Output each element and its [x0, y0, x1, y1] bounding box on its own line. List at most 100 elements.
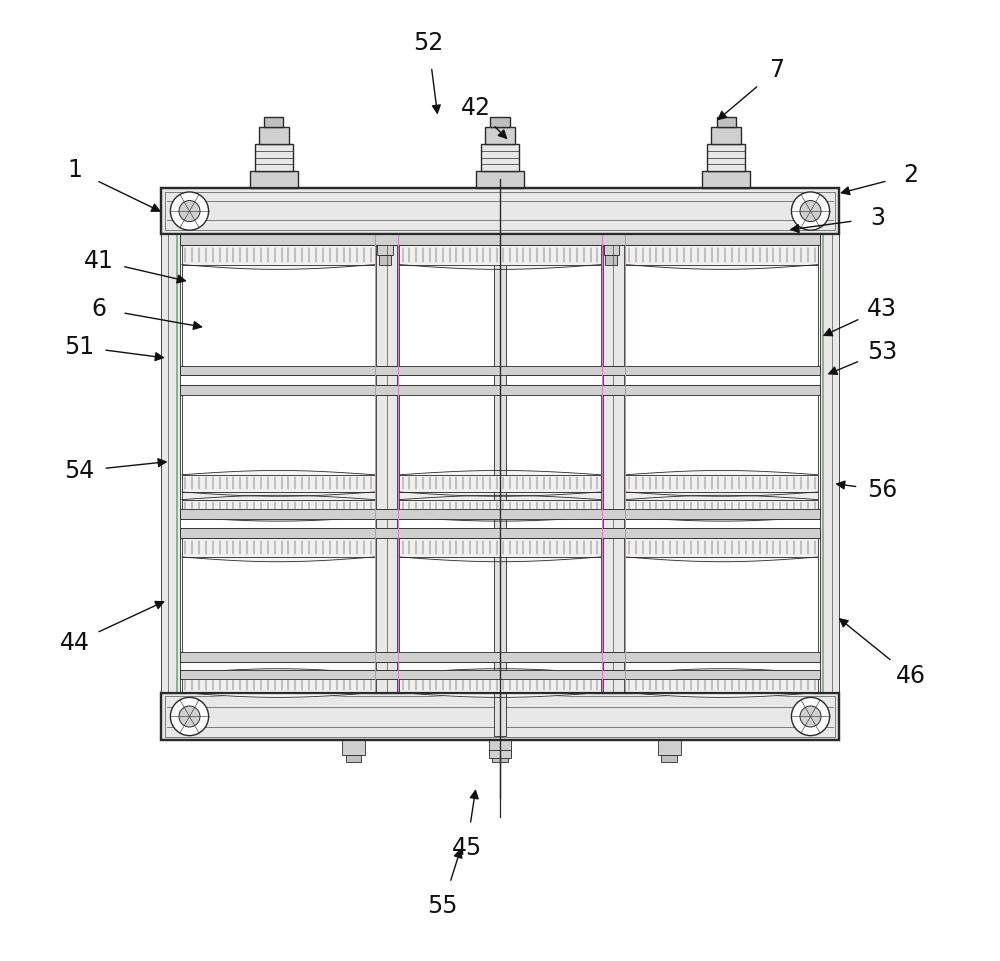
Text: 52: 52	[413, 31, 443, 55]
Text: 44: 44	[60, 631, 90, 655]
Bar	[489, 740, 511, 754]
Bar	[711, 127, 741, 144]
Bar	[180, 234, 820, 245]
Bar	[399, 538, 601, 557]
Bar	[180, 385, 820, 395]
Bar	[399, 492, 601, 500]
Text: 1: 1	[67, 158, 82, 182]
Circle shape	[179, 201, 200, 222]
Bar	[180, 509, 820, 519]
Bar	[625, 538, 818, 557]
Bar	[180, 653, 820, 662]
Bar	[182, 677, 375, 693]
Bar	[625, 674, 818, 693]
Circle shape	[800, 201, 821, 222]
Bar	[476, 171, 524, 188]
Bar	[625, 677, 818, 693]
Bar	[180, 234, 820, 245]
Bar	[250, 171, 298, 188]
Bar	[161, 693, 839, 740]
Bar	[161, 188, 839, 234]
Circle shape	[800, 706, 821, 727]
Text: 3: 3	[870, 206, 885, 230]
Text: 46: 46	[896, 664, 926, 688]
Bar	[180, 529, 820, 538]
Circle shape	[791, 192, 830, 231]
Bar	[717, 117, 736, 127]
Bar	[182, 674, 375, 693]
Bar	[658, 740, 681, 754]
Bar	[180, 366, 820, 376]
Bar	[399, 538, 601, 662]
Bar	[605, 255, 617, 264]
Bar	[161, 234, 180, 693]
Bar	[494, 238, 506, 735]
Bar	[376, 234, 397, 693]
Bar	[182, 500, 375, 517]
Bar	[820, 234, 839, 693]
Bar	[399, 674, 601, 693]
Text: 41: 41	[84, 249, 114, 273]
Bar	[625, 475, 818, 492]
Text: 55: 55	[427, 894, 458, 918]
Circle shape	[179, 706, 200, 727]
Circle shape	[170, 192, 209, 231]
Bar	[180, 529, 820, 538]
Bar	[399, 385, 601, 502]
Bar	[490, 117, 510, 127]
Bar	[399, 500, 601, 517]
Bar	[399, 245, 601, 374]
Bar	[625, 385, 818, 502]
Text: 56: 56	[867, 478, 897, 502]
Text: 54: 54	[64, 459, 95, 483]
Bar	[481, 144, 519, 171]
Bar	[377, 234, 393, 255]
Bar	[346, 754, 361, 762]
Bar	[661, 754, 677, 762]
Bar	[625, 245, 818, 264]
Text: 7: 7	[770, 58, 785, 82]
Bar	[399, 677, 601, 693]
Bar	[180, 366, 820, 376]
Bar	[485, 127, 515, 144]
Bar	[180, 653, 820, 662]
Bar	[489, 750, 511, 757]
Circle shape	[791, 698, 830, 735]
Circle shape	[170, 698, 209, 735]
Text: 2: 2	[903, 162, 918, 186]
Bar	[182, 538, 375, 557]
Bar	[707, 144, 745, 171]
Bar	[625, 492, 818, 500]
Bar	[182, 475, 375, 492]
Bar	[625, 245, 818, 374]
Bar	[379, 255, 391, 264]
Text: 45: 45	[451, 836, 482, 860]
Bar	[161, 693, 839, 740]
Bar	[603, 234, 624, 693]
Bar	[165, 697, 835, 736]
Bar	[702, 171, 750, 188]
Bar	[180, 509, 820, 519]
Bar	[180, 670, 820, 679]
Text: 43: 43	[867, 297, 897, 321]
Bar	[182, 245, 375, 374]
Text: 42: 42	[461, 96, 491, 120]
Bar	[182, 245, 375, 264]
Bar	[259, 127, 289, 144]
Text: 6: 6	[91, 297, 106, 321]
Bar	[625, 500, 818, 517]
Bar	[492, 754, 508, 762]
Bar	[342, 740, 365, 754]
Bar	[180, 385, 820, 395]
Bar	[182, 385, 375, 502]
Bar	[399, 245, 601, 264]
Bar	[182, 538, 375, 662]
Bar	[180, 670, 820, 679]
Text: 53: 53	[867, 339, 897, 363]
Bar	[604, 234, 619, 255]
Bar	[161, 188, 839, 234]
Bar	[165, 192, 835, 231]
Bar	[182, 492, 375, 500]
Bar	[255, 144, 293, 171]
Bar	[399, 475, 601, 492]
